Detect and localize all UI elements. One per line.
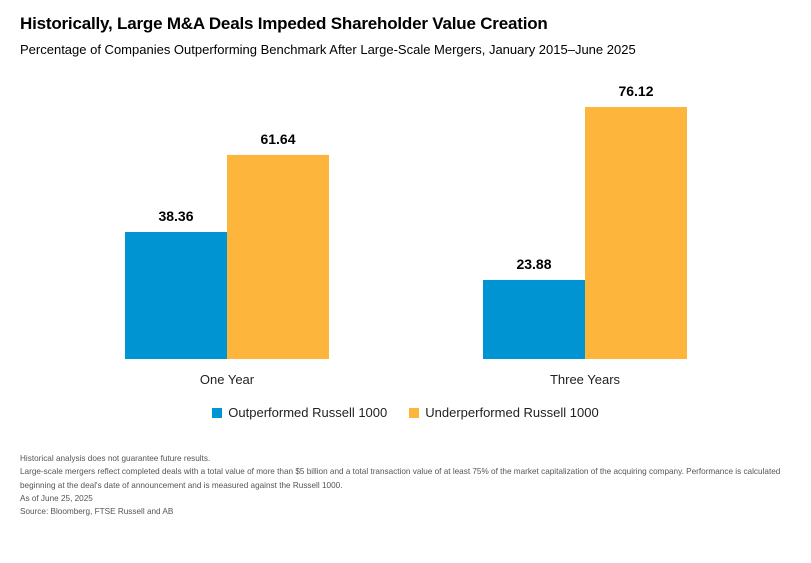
legend-label-underperformed: Underperformed Russell 1000 <box>425 405 599 420</box>
chart-legend: Outperformed Russell 1000 Underperformed… <box>0 405 811 420</box>
bar-three-years-outperformed-russell-1000 <box>483 279 585 359</box>
legend-item-outperformed: Outperformed Russell 1000 <box>212 405 387 420</box>
legend-item-underperformed: Underperformed Russell 1000 <box>409 405 599 420</box>
data-label-three-years-outperformed-russell-1000: 23.88 <box>516 256 551 272</box>
x-tick-label-three-years: Three Years <box>550 372 621 387</box>
footnotes: Historical analysis does not guarantee f… <box>20 452 795 518</box>
bar-three-years-underperformed-russell-1000 <box>585 107 687 359</box>
legend-swatch-outperformed <box>212 407 223 418</box>
chart-title: Historically, Large M&A Deals Impeded Sh… <box>20 14 548 33</box>
footnote-disclaimer: Historical analysis does not guarantee f… <box>20 454 211 463</box>
footnote-methodology: Large-scale mergers reflect completed de… <box>20 467 781 490</box>
legend-label-outperformed: Outperformed Russell 1000 <box>228 405 388 420</box>
chart-subtitle: Percentage of Companies Outperforming Be… <box>20 42 636 57</box>
footnote-source: Source: Bloomberg, FTSE Russell and AB <box>20 507 174 517</box>
data-label-one-year-underperformed-russell-1000: 61.64 <box>260 131 295 147</box>
legend-swatch-underperformed <box>409 407 420 418</box>
x-tick-label-one-year: One Year <box>200 372 255 387</box>
bar-one-year-underperformed-russell-1000 <box>227 154 329 359</box>
bar-chart: 38.36 61.64 One Year 23.88 76.12 Three Years <box>125 83 687 387</box>
data-label-one-year-outperformed-russell-1000: 38.36 <box>158 208 193 224</box>
data-label-three-years-underperformed-russell-1000: 76.12 <box>618 83 653 99</box>
bar-one-year-outperformed-russell-1000 <box>125 232 227 359</box>
footnote-date: As of June 25, 2025 <box>20 493 93 503</box>
